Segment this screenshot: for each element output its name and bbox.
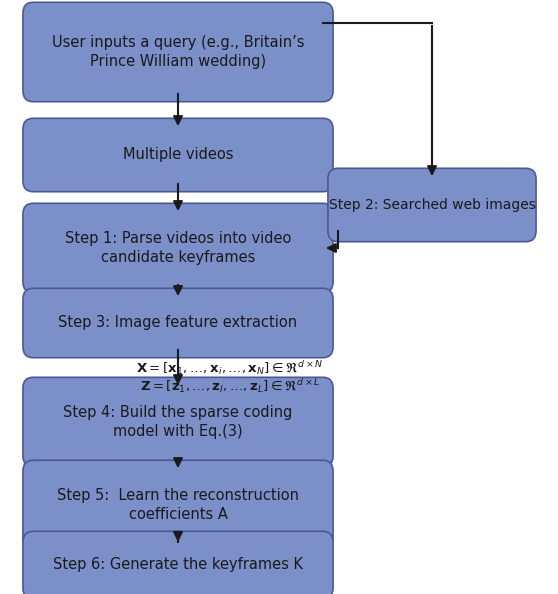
Text: $\mathbf{X} = [\mathbf{x}_1,\ldots,\mathbf{x}_i,\ldots,\mathbf{x}_N] \in \mathfr: $\mathbf{X} = [\mathbf{x}_1,\ldots,\math… (136, 359, 324, 377)
Text: Step 6: Generate the keyframes K: Step 6: Generate the keyframes K (53, 558, 303, 573)
Text: Step 3: Image feature extraction: Step 3: Image feature extraction (59, 315, 297, 330)
FancyBboxPatch shape (23, 118, 333, 192)
Text: Step 2: Searched web images: Step 2: Searched web images (329, 198, 536, 212)
Text: Step 5:  Learn the reconstruction
coefficients A: Step 5: Learn the reconstruction coeffic… (57, 488, 299, 522)
FancyBboxPatch shape (23, 377, 333, 467)
FancyBboxPatch shape (23, 288, 333, 358)
Text: Step 4: Build the sparse coding
model with Eq.(3): Step 4: Build the sparse coding model wi… (63, 405, 293, 439)
FancyBboxPatch shape (23, 2, 333, 102)
Text: Step 1: Parse videos into video
candidate keyframes: Step 1: Parse videos into video candidat… (65, 231, 291, 265)
FancyBboxPatch shape (328, 168, 536, 242)
Text: $\mathbf{Z} = [\mathbf{z}_1,\ldots,\mathbf{z}_l,\ldots,\mathbf{z}_L] \in \mathfr: $\mathbf{Z} = [\mathbf{z}_1,\ldots,\math… (140, 377, 320, 395)
FancyBboxPatch shape (23, 460, 333, 549)
Text: Multiple videos: Multiple videos (123, 147, 233, 163)
Text: User inputs a query (e.g., Britain’s
Prince William wedding): User inputs a query (e.g., Britain’s Pri… (52, 35, 304, 69)
FancyBboxPatch shape (23, 203, 333, 293)
FancyBboxPatch shape (23, 531, 333, 594)
